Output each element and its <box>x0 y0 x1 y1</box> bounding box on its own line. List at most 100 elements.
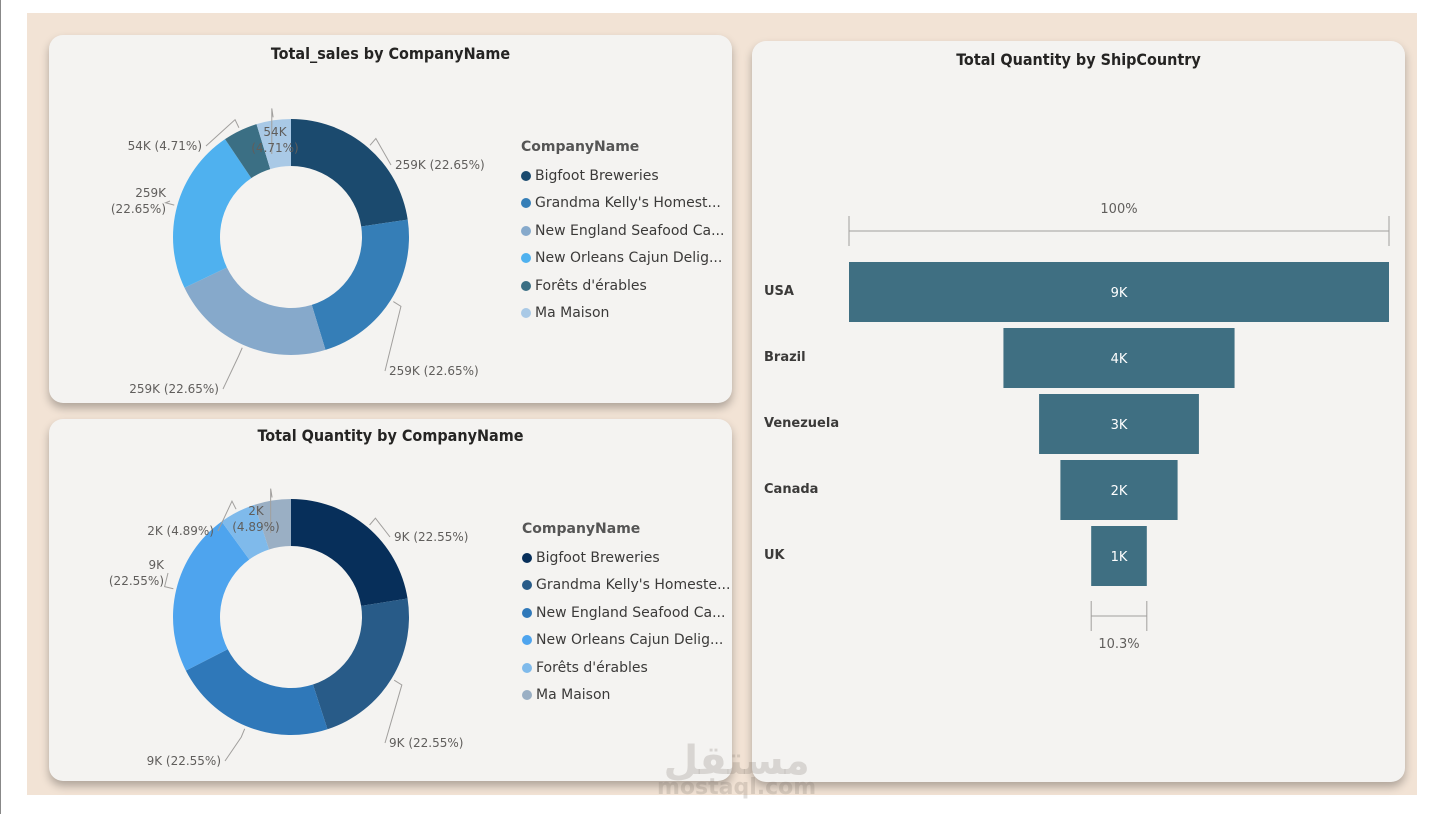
legend-dot-icon <box>522 690 532 701</box>
data-label: 259K (22.65%) <box>389 364 479 378</box>
quantity-donut-legend[interactable]: CompanyName Bigfoot Breweries Grandma Kel… <box>522 521 730 709</box>
legend-label: Grandma Kelly's Homest... <box>535 195 721 212</box>
leader-line <box>205 118 240 147</box>
report-canvas: Total_sales by CompanyName 259K (22.65%)… <box>27 13 1417 799</box>
data-label: 2K (4.89%) <box>232 504 279 534</box>
legend-dot-icon <box>521 225 531 236</box>
data-label: 259K (22.65%) <box>395 158 485 172</box>
donut-slice[interactable] <box>312 598 409 730</box>
bottom-percent-bracket <box>1090 601 1148 631</box>
legend-dot-icon <box>521 198 531 209</box>
leader-line <box>270 488 273 533</box>
top-percent-bracket <box>848 216 1390 246</box>
funnel-bar[interactable] <box>849 262 1389 322</box>
quantity-donut-card[interactable]: Total Quantity by CompanyName 9K (22.55%… <box>49 419 732 781</box>
legend-label: New Orleans Cajun Delig... <box>536 632 724 649</box>
watermark: مستقل mostaql.com <box>657 741 816 799</box>
legend-item[interactable]: Forêts d'érables <box>521 272 724 300</box>
legend-label: Ma Maison <box>536 687 611 704</box>
leader-line <box>369 137 392 166</box>
legend-item[interactable]: Grandma Kelly's Homest... <box>521 190 724 218</box>
donut-slice[interactable] <box>185 649 328 735</box>
legend-label: Forêts d'érables <box>536 659 648 676</box>
legend-item[interactable]: Grandma Kelly's Homeste... <box>522 572 730 600</box>
leader-line <box>384 301 402 372</box>
legend-label: Forêts d'érables <box>535 277 647 294</box>
legend-label: Grandma Kelly's Homeste... <box>536 577 731 594</box>
sales-donut-card[interactable]: Total_sales by CompanyName 259K (22.65%)… <box>49 35 732 403</box>
funnel-value-label: 1K <box>1111 550 1128 565</box>
funnel-category-label: Canada <box>764 482 818 497</box>
data-label: 54K (4.71%) <box>251 125 298 155</box>
legend-label: New Orleans Cajun Delig... <box>535 250 723 267</box>
leader-line <box>224 728 246 762</box>
leader-line <box>164 200 175 206</box>
legend-item[interactable]: New Orleans Cajun Delig... <box>522 627 730 655</box>
donut-slice[interactable] <box>291 499 408 606</box>
legend-dot-icon <box>521 280 531 291</box>
donut-slice[interactable] <box>184 267 326 355</box>
funnel-bar[interactable] <box>1091 526 1147 586</box>
legend-dot-icon <box>521 308 531 319</box>
funnel-value-label: 4K <box>1111 352 1128 367</box>
funnel-category-label: Venezuela <box>764 416 839 431</box>
legend-item[interactable]: Forêts d'érables <box>522 654 730 682</box>
leader-line <box>271 108 274 154</box>
donut-slice[interactable] <box>173 139 252 288</box>
legend-label: New England Seafood Ca... <box>535 222 725 239</box>
quantity-donut-title: Total Quantity by CompanyName <box>257 426 524 445</box>
donut-slice[interactable] <box>256 119 291 170</box>
funnel-value-label: 2K <box>1111 484 1128 499</box>
legend-label: Ma Maison <box>535 305 610 322</box>
legend-label: Bigfoot Breweries <box>536 549 660 566</box>
data-label: 9K (22.55%) <box>394 530 468 544</box>
shipcountry-funnel-card[interactable]: Total Quantity by ShipCountry 100% 9K USA 4… <box>752 41 1405 782</box>
legend-item[interactable]: New England Seafood Ca... <box>522 599 730 627</box>
legend-dot-icon <box>522 552 532 563</box>
leader-line <box>384 679 403 744</box>
leader-line <box>163 572 174 590</box>
funnel-category-label: UK <box>764 548 786 563</box>
sales-donut-chart[interactable]: 259K (22.65%) 259K (22.65%) 259K (22.65%) 2… <box>49 63 529 403</box>
legend-item[interactable]: Ma Maison <box>521 300 724 328</box>
data-label: 9K (22.55%) <box>147 754 221 768</box>
data-label: 9K (22.55%) <box>109 558 165 588</box>
quantity-donut-chart[interactable]: 9K (22.55%) 9K (22.55%) 9K (22.55%) 9K (22.5… <box>49 447 529 781</box>
legend-item[interactable]: Ma Maison <box>522 682 730 710</box>
page-edge-line <box>0 0 1 814</box>
legend-title: CompanyName <box>522 521 641 537</box>
legend-item[interactable]: Bigfoot Breweries <box>522 544 730 572</box>
legend-dot-icon <box>522 635 532 646</box>
donut-slice[interactable] <box>173 521 250 671</box>
legend-dot-icon <box>521 170 531 181</box>
shipcountry-funnel-chart[interactable]: 100% 9K USA 4K Brazil 3K Venezuela 2K Canada 1K UK… <box>752 41 1405 741</box>
legend-item[interactable]: New England Seafood Ca... <box>521 217 724 245</box>
donut-slice[interactable] <box>221 504 270 560</box>
donut-slice[interactable] <box>291 119 408 227</box>
donut-slice[interactable] <box>311 219 409 350</box>
funnel-bar[interactable] <box>1060 460 1178 520</box>
data-label: 259K (22.65%) <box>129 382 219 396</box>
legend-item[interactable]: New Orleans Cajun Delig... <box>521 245 724 273</box>
bottom-percent-label: 10.3% <box>1098 637 1139 652</box>
legend-title: CompanyName <box>521 139 640 155</box>
funnel-value-label: 9K <box>1111 286 1128 301</box>
donut-slice[interactable] <box>225 124 271 179</box>
legend-dot-icon <box>522 662 532 673</box>
top-percent-label: 100% <box>1100 202 1137 217</box>
legend-dot-icon <box>521 253 531 264</box>
funnel-bar[interactable] <box>1039 394 1199 454</box>
watermark-arabic: مستقل <box>663 738 810 784</box>
legend-item[interactable]: Bigfoot Breweries <box>521 162 724 190</box>
watermark-latin: mostaql.com <box>657 775 817 800</box>
funnel-bar[interactable] <box>1003 328 1235 388</box>
donut-slice[interactable] <box>254 499 291 550</box>
legend-dot-icon <box>522 580 532 591</box>
funnel-category-label: Brazil <box>764 350 806 365</box>
data-label: 259K (22.65%) <box>111 186 167 216</box>
funnel-title: Total Quantity by ShipCountry <box>956 50 1201 69</box>
leader-line <box>217 500 237 532</box>
sales-donut-title: Total_sales by CompanyName <box>270 44 511 63</box>
funnel-value-label: 3K <box>1111 418 1128 433</box>
sales-donut-legend[interactable]: CompanyName Bigfoot Breweries Grandma Kel… <box>521 139 724 327</box>
